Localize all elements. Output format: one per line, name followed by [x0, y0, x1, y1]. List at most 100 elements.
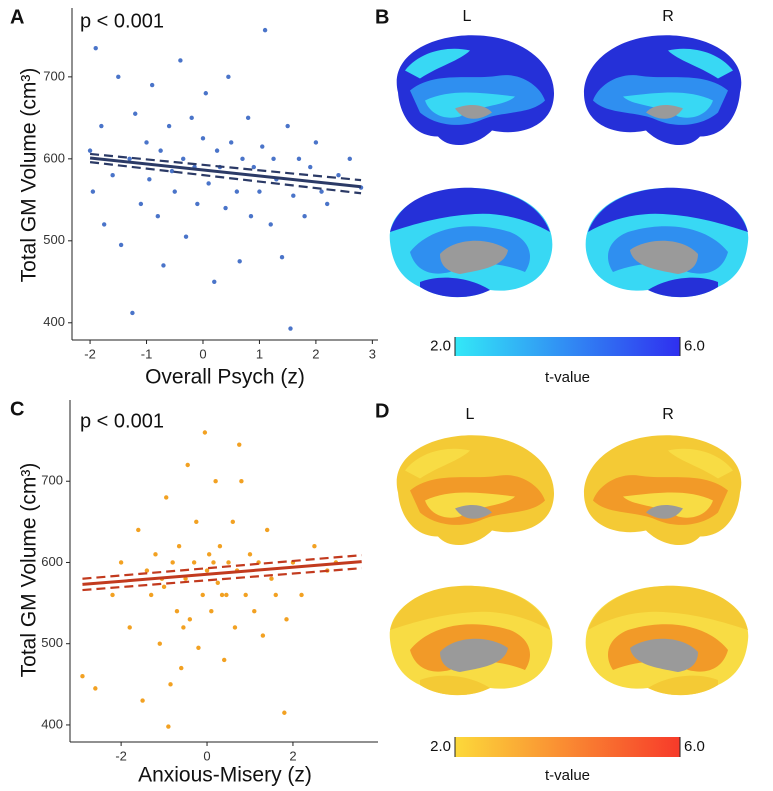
data-point: [285, 123, 290, 129]
data-point: [296, 156, 302, 162]
p-value: p < 0.001: [80, 10, 164, 32]
data-point: [237, 259, 242, 264]
data-point: [222, 657, 227, 663]
data-point: [245, 115, 251, 121]
data-point: [203, 91, 209, 96]
hemisphere-label: L: [463, 8, 472, 25]
data-point: [232, 625, 238, 630]
hemisphere-label: R: [662, 406, 674, 423]
x-axis-title: Overall Psych (z): [145, 366, 305, 389]
data-point: [168, 682, 173, 687]
data-point: [209, 609, 214, 614]
data-point: [313, 140, 319, 145]
data-point: [170, 560, 175, 565]
panel-letter: D: [375, 400, 389, 422]
x-tick-label: 1: [256, 346, 263, 361]
ci-lower: [89, 161, 362, 195]
data-point: [204, 568, 210, 573]
data-point: [291, 193, 296, 198]
data-point: [118, 560, 124, 565]
data-point: [312, 544, 317, 549]
data-point: [144, 568, 150, 573]
data-point: [299, 592, 304, 598]
brain-images-d: [389, 435, 749, 696]
data-point: [262, 27, 268, 33]
data-point: [223, 205, 228, 211]
data-point: [136, 527, 141, 533]
data-point: [166, 123, 172, 129]
data-point: [194, 519, 199, 525]
panel-b: B L R 2.0 6.0 t-value: [375, 6, 705, 386]
y-tick-label: 700: [41, 473, 63, 488]
y-tick-label: 700: [43, 68, 65, 83]
data-point: [200, 592, 205, 598]
ci-upper: [89, 152, 362, 182]
data-point: [347, 156, 352, 162]
data-point: [93, 686, 98, 691]
data-point: [101, 222, 107, 227]
data-point: [224, 592, 229, 598]
data-point: [110, 592, 115, 598]
data-point: [260, 633, 266, 638]
data-point: [195, 201, 200, 207]
x-tick-label: -1: [141, 346, 153, 361]
colorbar-title: t-value: [545, 767, 590, 784]
data-point: [324, 201, 330, 207]
data-point: [181, 625, 186, 630]
data-point: [237, 442, 242, 447]
data-point: [172, 189, 177, 194]
data-point: [133, 111, 138, 116]
data-point: [336, 173, 341, 178]
colorbar-tick-label: 6.0: [684, 738, 705, 755]
data-point: [247, 552, 253, 557]
x-tick-label: 0: [199, 346, 206, 361]
data-point: [288, 326, 293, 331]
data-point: [206, 181, 211, 186]
data-point: [269, 576, 274, 581]
fit-line: [89, 156, 362, 189]
data-point: [161, 584, 167, 590]
data-point: [308, 164, 313, 170]
data-point: [226, 74, 231, 80]
data-point: [264, 527, 270, 533]
y-axis-title: Total GM Volume (cm³): [18, 463, 41, 678]
data-point: [147, 177, 152, 182]
fit-line: [82, 560, 362, 586]
panel-c: Cp < 0.001 Anxious-Misery (z) Total GM Vol…: [10, 398, 378, 787]
data-point: [213, 479, 218, 484]
data-point: [214, 148, 220, 153]
data-point: [157, 641, 162, 646]
x-axis-title: Anxious-Misery (z): [138, 764, 312, 787]
data-point: [282, 710, 287, 715]
data-point: [164, 495, 169, 500]
data-point: [284, 617, 289, 622]
data-point: [252, 609, 257, 614]
data-point: [240, 156, 245, 162]
data-point: [149, 82, 155, 88]
y-tick-label: 400: [41, 716, 63, 731]
data-point: [260, 144, 265, 149]
data-point: [80, 673, 85, 679]
data-point: [127, 625, 132, 630]
data-point: [239, 479, 244, 484]
data-point: [174, 609, 180, 614]
data-point: [118, 242, 124, 248]
data-point: [279, 255, 285, 260]
panel-letter: C: [10, 398, 24, 420]
data-point: [189, 115, 194, 121]
data-point: [243, 592, 248, 598]
data-point: [176, 544, 182, 549]
x-tick-label: 3: [369, 346, 376, 361]
data-point: [130, 310, 135, 316]
data-point: [219, 592, 225, 598]
data-point: [212, 279, 217, 284]
data-point: [169, 168, 175, 174]
y-tick-label: 500: [41, 635, 63, 650]
colorbar-tick-label: 2.0: [430, 738, 451, 755]
data-point: [138, 201, 144, 207]
data-point: [90, 189, 96, 194]
data-point: [179, 665, 184, 671]
data-point: [200, 136, 206, 141]
colorbar-tick-label: 6.0: [684, 337, 705, 354]
